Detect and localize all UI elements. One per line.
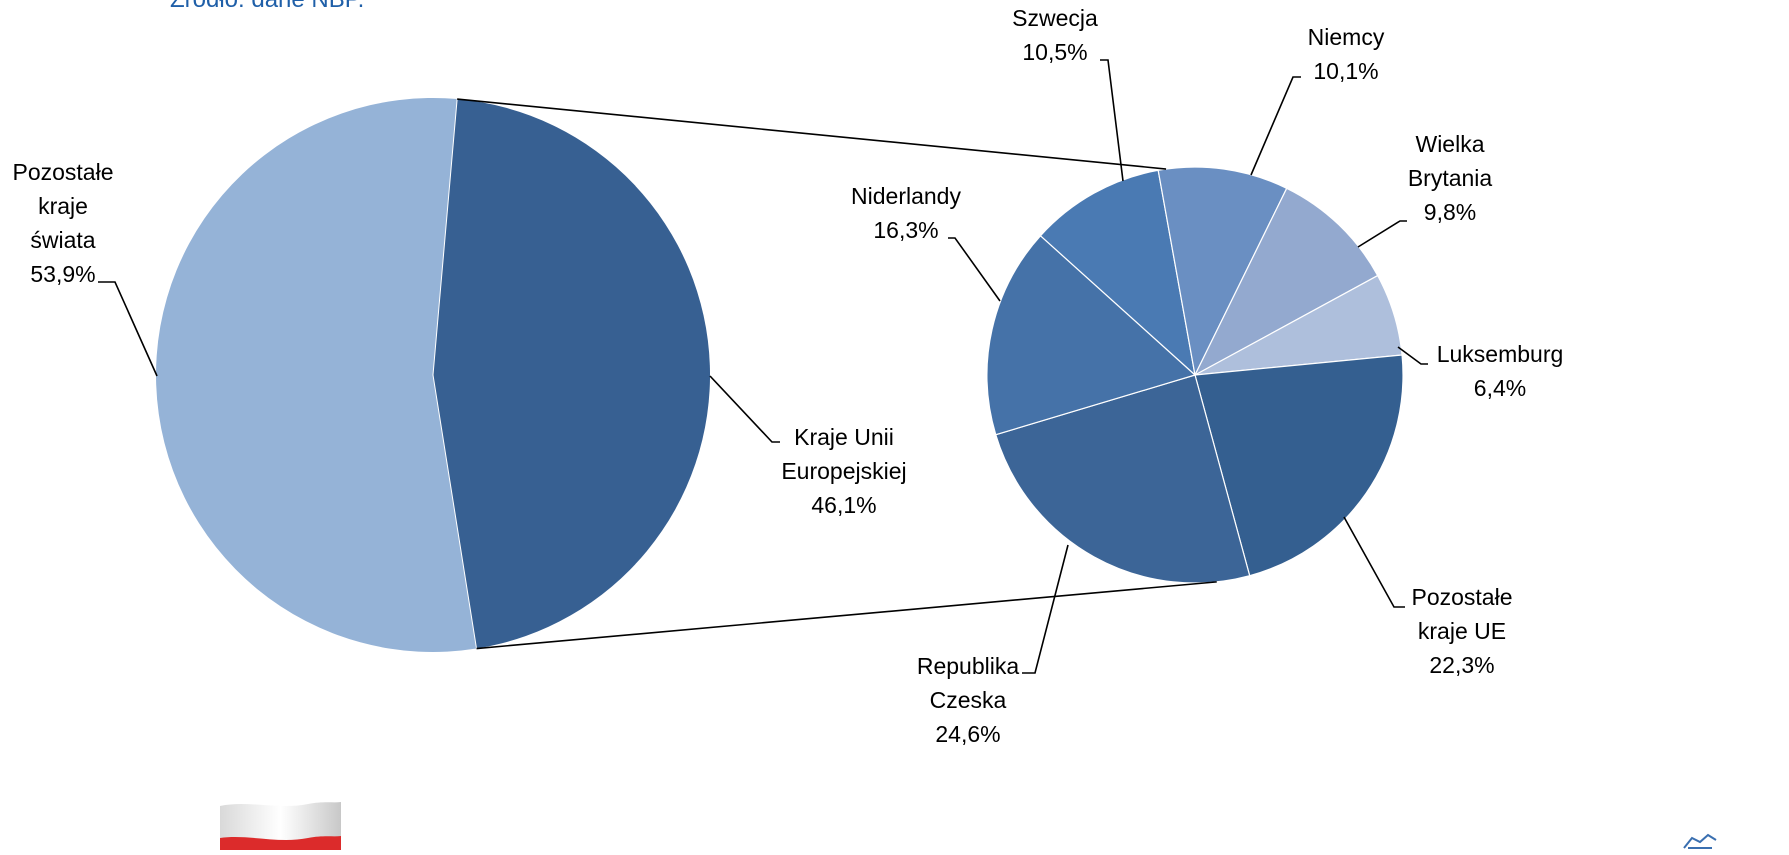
label-republika-czeska-name: Czeska: [930, 687, 1007, 713]
label-rest-of-world-name: świata: [30, 227, 95, 253]
label-szwecja-name: Szwecja: [1012, 5, 1098, 31]
label-republika-czeska-value: 24,6%: [935, 721, 1000, 747]
detail-slice-0: [1039, 169, 1196, 377]
label-wielka-brytania-value: 9,8%: [1424, 199, 1476, 225]
leader-rest-of-world: [98, 281, 158, 377]
detail-slice-4: [1194, 354, 1404, 577]
label-wielka-brytania-name: Wielka: [1415, 131, 1484, 157]
logo-icon: [1682, 832, 1718, 850]
label-rest-of-world-name: Pozostałe: [12, 159, 113, 185]
main-pie: [156, 97, 711, 652]
label-wielka-brytania-name: Brytania: [1408, 165, 1493, 191]
label-niemcy-value: 10,1%: [1313, 58, 1378, 84]
leader-niemcy: [1250, 76, 1301, 176]
label-luksemburg-value: 6,4%: [1474, 375, 1526, 401]
connector-top: [457, 98, 1167, 170]
label-luksemburg-name: Luksemburg: [1437, 341, 1564, 367]
leader-wielka-brytania: [1357, 220, 1407, 248]
detail-slice-6: [986, 234, 1197, 436]
label-republika-czeska-name: Republika: [917, 653, 1019, 679]
label-niderlandy-name: Niderlandy: [851, 183, 961, 209]
source-note: Źródło: dane NBP.: [170, 0, 364, 14]
label-rest-of-world-value: 53,9%: [30, 261, 95, 287]
data-labels: Pozostałe kraje świata 53,9% Kraje Unii Europ…: [12, 5, 1563, 747]
label-rest-of-world-name: kraje: [38, 193, 88, 219]
label-niderlandy-value: 16,3%: [873, 217, 938, 243]
polish-flag-icon: [218, 800, 343, 850]
label-eu-value: 46,1%: [811, 492, 876, 518]
label-eu-name: Kraje Unii: [794, 424, 894, 450]
detail-pie: [986, 166, 1404, 584]
main-slice-eu: [433, 99, 711, 649]
label-eu-name: Europejskiej: [781, 458, 906, 484]
connector-bottom: [476, 581, 1217, 650]
label-pozostale-ue-name: Pozostałe: [1411, 584, 1512, 610]
label-niemcy-name: Niemcy: [1308, 24, 1385, 50]
label-pozostale-ue-value: 22,3%: [1429, 652, 1494, 678]
detail-slice-2: [1193, 187, 1379, 377]
leader-luksemburg: [1397, 346, 1428, 365]
leader-niderlandy: [948, 237, 1001, 302]
connector-lines: [457, 98, 1217, 650]
leader-eu: [709, 375, 780, 443]
label-pozostale-ue-name: kraje UE: [1418, 618, 1506, 644]
leader-szwecja: [1100, 59, 1124, 182]
label-szwecja-value: 10,5%: [1022, 39, 1087, 65]
main-slice-rest-of-world: [156, 97, 477, 652]
main-slice-divider: [432, 99, 478, 649]
leader-pozostale-ue: [1343, 516, 1405, 608]
leader-lines: [98, 59, 1428, 674]
leader-republika-czeska: [1022, 544, 1069, 674]
